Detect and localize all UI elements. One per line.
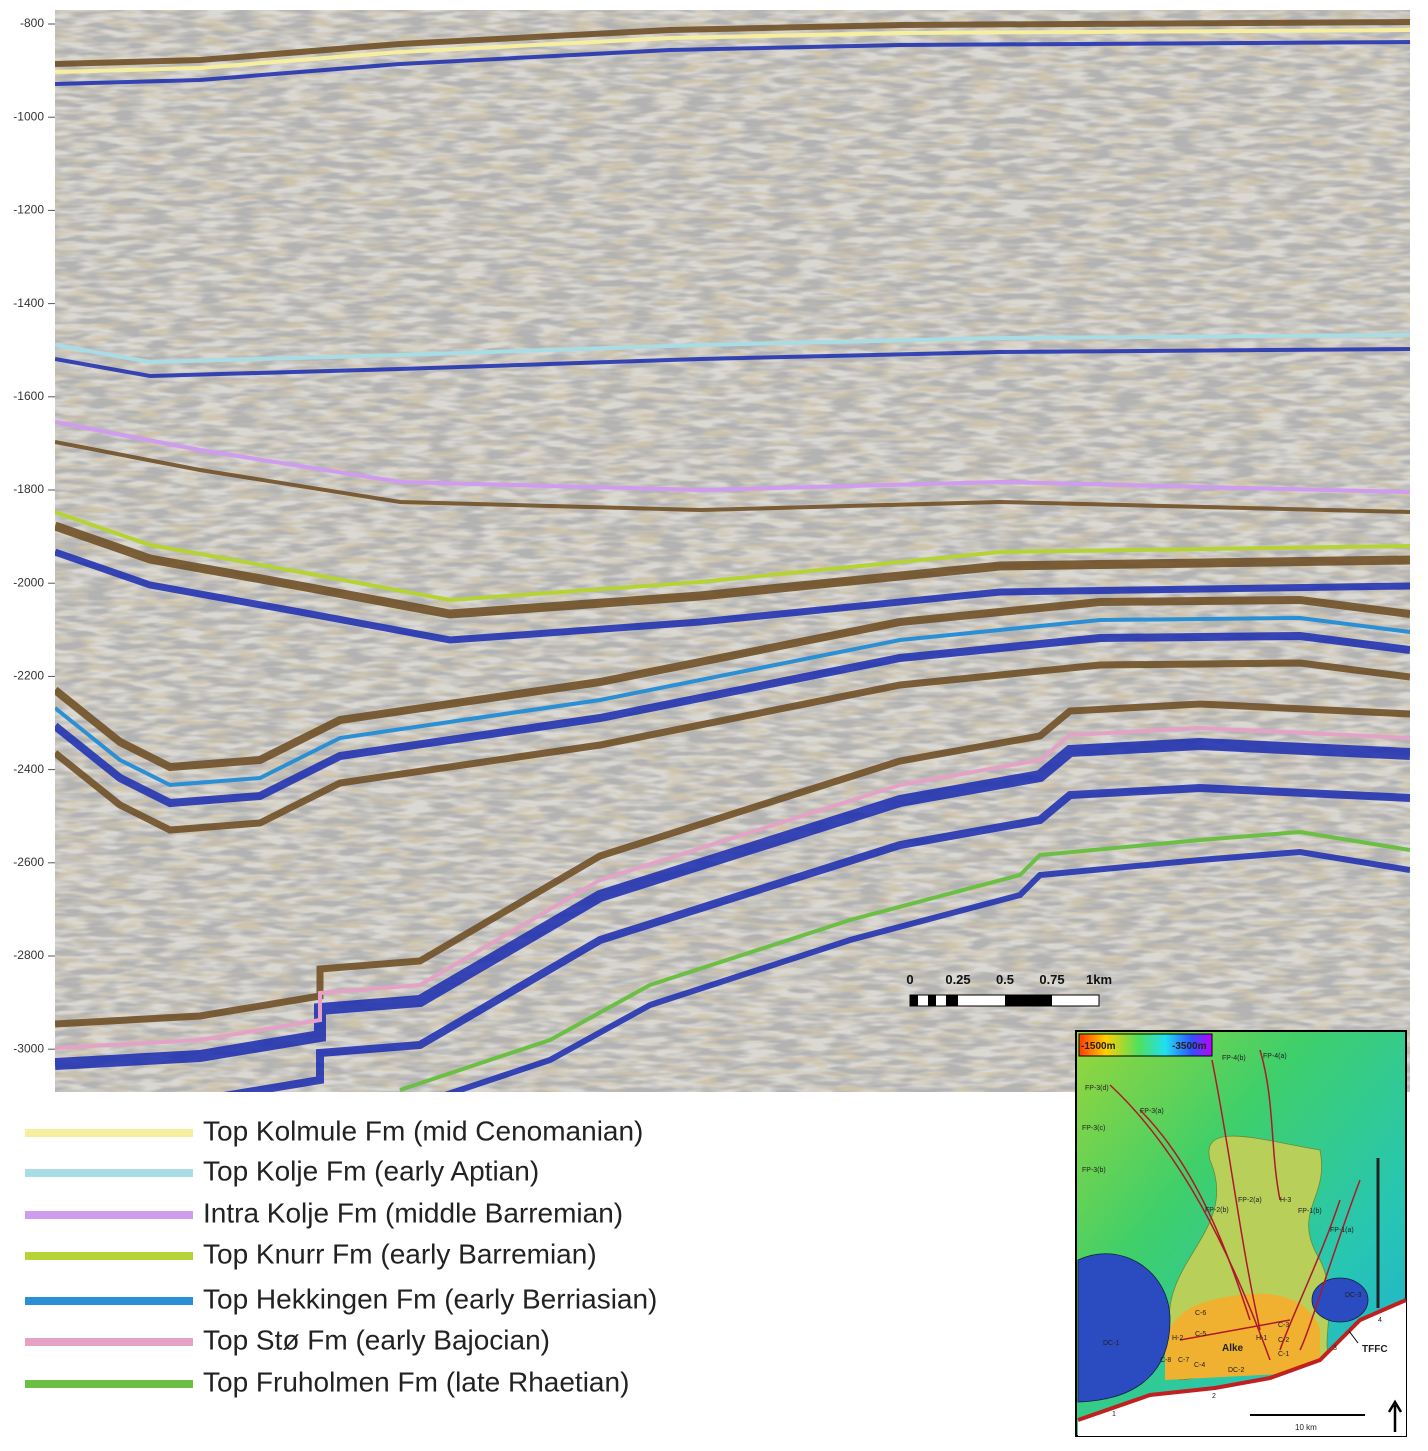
map-label: C-4: [1194, 1362, 1205, 1369]
scale-segment: [1005, 995, 1052, 1006]
map-fault-trace: [1109, 1084, 1271, 1361]
map-label: C-5: [1195, 1331, 1206, 1338]
map-label: DC-3: [1345, 1292, 1361, 1299]
legend-label: Top Hekkingen Fm (early Berriasian): [203, 1283, 657, 1314]
reflector-band: [55, 631, 1410, 808]
map-label: C-3: [1278, 1322, 1289, 1329]
reflector-band: [55, 347, 1410, 379]
map-basin: [1311, 1277, 1369, 1323]
reflector-band: [55, 19, 1410, 67]
reflector-band: [444, 848, 1410, 1092]
reflector-band: [223, 783, 1410, 1092]
map-label: FP-1(a): [1330, 1227, 1354, 1234]
map-label: C-8: [1160, 1357, 1171, 1364]
map-label: FP-4(a): [1263, 1053, 1287, 1060]
reflector-band: [55, 700, 1410, 1028]
reflector-band: [55, 440, 1410, 514]
map-label: 1: [1112, 1411, 1116, 1418]
map-fault-line: [1077, 1298, 1407, 1422]
scale-label: 0: [906, 972, 913, 987]
map-label: FP-3(c): [1082, 1125, 1105, 1132]
map-label: 3: [1333, 1345, 1337, 1352]
map-arrow: [1348, 1330, 1359, 1344]
north-arrow: [1387, 1399, 1403, 1432]
map-label: C-2: [1278, 1337, 1289, 1344]
colorbar-label: -1500m: [1081, 1041, 1116, 1052]
map-fault-trace: [1299, 1179, 1361, 1351]
reflector-band: [55, 40, 1410, 86]
map-label: FP-3(d): [1085, 1085, 1109, 1092]
horizon-line: [55, 615, 1410, 788]
legend-label: Top Kolmule Fm (mid Cenomanian): [203, 1115, 643, 1146]
map-label: FP-1(b): [1298, 1208, 1322, 1215]
map-label: 4: [1378, 1317, 1382, 1324]
legend-label: Top Stø Fm (early Bajocian): [203, 1324, 550, 1355]
map-core: [1165, 1293, 1320, 1380]
tick-label: -2800: [13, 948, 44, 962]
map-fault-trace: [1139, 1109, 1251, 1321]
tick-label: -800: [20, 16, 44, 30]
scale-segment: [946, 995, 958, 1006]
map-label: C-7: [1178, 1357, 1189, 1364]
horizon-line: [55, 420, 1410, 494]
map-label: C-6: [1195, 1310, 1206, 1317]
tick-label: -2000: [13, 575, 44, 589]
horizon-line: [55, 28, 1410, 74]
tick-label: -2400: [13, 762, 44, 776]
scale-label: 0.75: [1039, 972, 1064, 987]
map-label: TFFC: [1362, 1344, 1388, 1355]
scale-label: 1km: [1086, 972, 1112, 987]
reflector-band: [55, 737, 1410, 1070]
map-label: DC-1: [1103, 1340, 1119, 1347]
reflector-band: [55, 659, 1410, 834]
map-label: DC-2: [1228, 1367, 1244, 1374]
seismic-panel: [55, 10, 1410, 1092]
map-label: FP-2(b): [1205, 1207, 1229, 1214]
tick-label: -1600: [13, 389, 44, 403]
tick-label: -3000: [13, 1041, 44, 1055]
map-label: H-3: [1280, 1197, 1291, 1204]
scale-label: 0.5: [996, 972, 1014, 987]
reflector-band: [55, 548, 1410, 644]
scale-bar: [909, 994, 1100, 1007]
horizon-line: [399, 829, 1410, 1092]
legend-label: Intra Kolje Fm (middle Barremian): [203, 1197, 623, 1228]
map-scale-label: 10 km: [1295, 1423, 1317, 1432]
reflector-band: [55, 595, 1410, 772]
legend-label: Top Knurr Fm (early Barremian): [203, 1238, 597, 1269]
map-label: H-2: [1172, 1335, 1183, 1342]
tick-label: -1200: [13, 203, 44, 217]
tick-label: -2200: [13, 669, 44, 683]
reflector-band: [55, 521, 1410, 619]
horizon-line: [55, 725, 1410, 1050]
map-label: FP-3(b): [1082, 1167, 1106, 1174]
legend-label: Top Fruholmen Fm (late Rhaetian): [203, 1366, 629, 1397]
scale-segment: [910, 995, 918, 1006]
map-fault-trace: [1279, 1199, 1341, 1351]
map-fault: [1078, 1300, 1406, 1436]
map-label: Alke: [1222, 1343, 1244, 1354]
legend-label: Top Kolje Fm (early Aptian): [203, 1155, 539, 1186]
scale-segment: [928, 995, 936, 1006]
horizon-line: [55, 333, 1410, 365]
map-basin: [1077, 1253, 1171, 1403]
tick-label: -1800: [13, 482, 44, 496]
map-label: H-1: [1256, 1335, 1267, 1342]
map-label: C-1: [1278, 1351, 1289, 1358]
tick-label: -1000: [13, 109, 44, 123]
map-label: FP-4(b): [1222, 1055, 1246, 1062]
map-fault-trace: [1259, 1049, 1281, 1201]
map-label: FP-2(a): [1238, 1197, 1262, 1204]
colorbar-label: -3500m: [1172, 1041, 1207, 1052]
tick-label: -1400: [13, 296, 44, 310]
colorbar: [1078, 1033, 1213, 1057]
tick-label: -2600: [13, 855, 44, 869]
horizon-line: [55, 510, 1410, 603]
map-label: 2: [1212, 1393, 1216, 1400]
map-fault-trace: [1179, 1319, 1291, 1341]
map-label: FP-3(a): [1140, 1108, 1164, 1115]
map-fault-trace: [1211, 1059, 1261, 1331]
scale-label: 0.25: [945, 972, 970, 987]
